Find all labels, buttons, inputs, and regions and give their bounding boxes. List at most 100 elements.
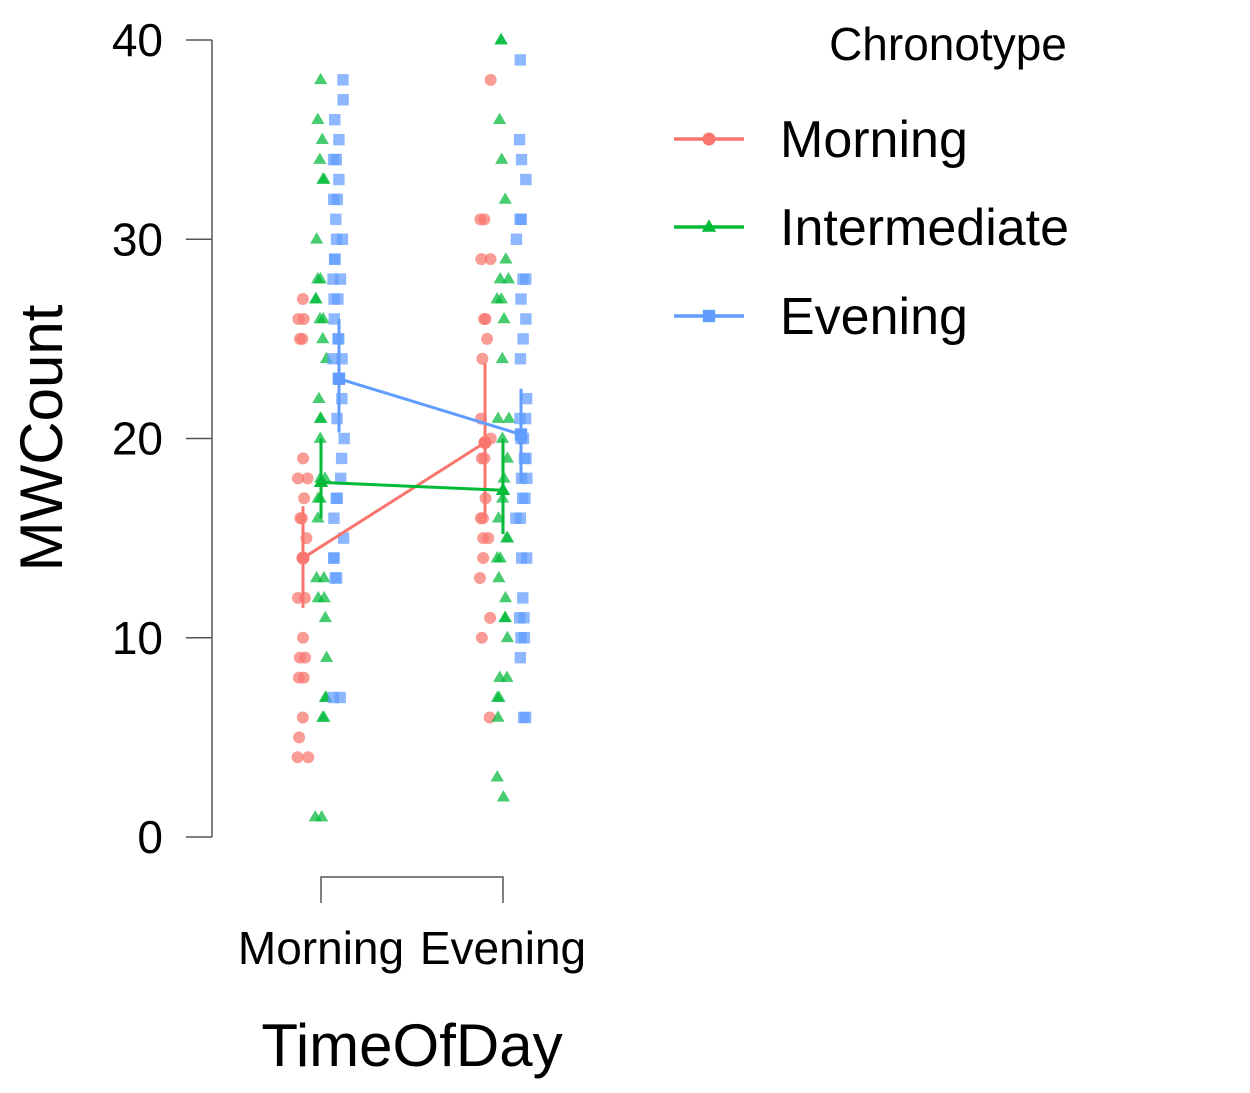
data-point: [332, 293, 344, 305]
data-point: [510, 233, 523, 245]
data-point: [517, 711, 530, 724]
data-point: [517, 273, 529, 285]
data-point: [479, 312, 492, 325]
data-point: [476, 352, 489, 365]
data-point: [328, 512, 340, 524]
legend-marker: [701, 219, 717, 232]
data-point: [292, 312, 305, 325]
data-point: [316, 172, 330, 184]
data-point: [333, 173, 345, 186]
data-point: [492, 112, 507, 125]
data-point: [336, 392, 348, 405]
data-point: [315, 132, 329, 144]
data-point: [314, 411, 328, 423]
data-point: [327, 691, 340, 704]
data-point: [336, 353, 348, 365]
mean-point: [514, 428, 528, 441]
data-point: [338, 432, 350, 445]
data-point: [515, 552, 528, 564]
legend-marker: [702, 132, 716, 146]
data-point: [313, 152, 327, 164]
data-point: [330, 213, 342, 226]
y-tick-label: 40: [112, 14, 163, 66]
data-point: [334, 691, 346, 704]
data-point: [501, 531, 515, 543]
data-point: [477, 532, 490, 545]
data-point: [517, 592, 529, 604]
data-point: [514, 54, 526, 66]
data-point: [510, 512, 522, 524]
data-point: [520, 173, 532, 186]
legend-marker: [702, 309, 716, 323]
data-point: [495, 152, 509, 164]
data-point: [498, 590, 513, 603]
data-point: [513, 133, 526, 146]
legend-label: Evening: [780, 288, 968, 346]
data-point: [514, 213, 526, 226]
data-point: [490, 550, 504, 563]
data-point: [328, 552, 340, 564]
x-axis: Morning Evening: [238, 876, 586, 974]
data-point: [515, 153, 528, 166]
data-point: [291, 591, 304, 604]
data-point: [502, 411, 516, 423]
mean-point: [495, 482, 511, 495]
data-point: [498, 192, 512, 204]
y-axis: 0 10 20 30 40: [112, 14, 213, 863]
data-point: [331, 193, 343, 206]
x-axis-line: [320, 876, 504, 903]
x-axis-title: TimeOfDay: [261, 1012, 562, 1079]
data-point: [302, 751, 315, 764]
legend-label: Intermediate: [780, 199, 1069, 257]
data-point: [313, 272, 328, 284]
data-point: [327, 273, 339, 285]
data-point: [314, 72, 328, 85]
data-point: [500, 670, 514, 682]
y-tick-label: 30: [112, 213, 163, 265]
data-point: [490, 770, 504, 782]
data-point: [294, 512, 307, 525]
data-point: [312, 391, 326, 403]
data-point: [514, 651, 527, 664]
data-point: [299, 651, 312, 664]
data-point: [475, 253, 488, 266]
data-point: [494, 291, 508, 304]
y-tick-label: 0: [137, 811, 163, 863]
data-point: [484, 611, 497, 624]
data-point: [491, 411, 505, 423]
data-point: [301, 472, 314, 485]
data-point: [484, 73, 497, 86]
data-point: [520, 452, 532, 465]
mean-line: [320, 480, 504, 492]
mean-line: [302, 441, 486, 560]
data-point: [491, 710, 505, 722]
data-point: [518, 612, 530, 624]
data-point: [320, 650, 334, 663]
data-point: [495, 351, 509, 364]
data-point: [497, 311, 511, 324]
data-point: [329, 253, 341, 265]
data-point: [484, 253, 497, 266]
data-point: [311, 112, 325, 125]
group-means: [296, 318, 528, 608]
mean-point: [332, 372, 346, 385]
data-point: [330, 153, 343, 166]
data-point: [337, 94, 349, 106]
data-point: [334, 472, 347, 485]
data-point: [490, 690, 505, 702]
data-point: [308, 291, 323, 304]
data-point: [333, 133, 345, 146]
data-point: [328, 313, 341, 325]
y-tick-label: 20: [112, 413, 163, 465]
data-point: [296, 631, 309, 644]
data-point: [297, 452, 310, 465]
data-point: [477, 552, 490, 565]
data-point: [478, 213, 491, 226]
data-point: [331, 492, 344, 504]
data-point: [316, 311, 330, 324]
data-point: [495, 431, 510, 443]
data-point: [496, 790, 511, 802]
x-tick-label: Evening: [420, 922, 586, 974]
data-point: [520, 392, 533, 405]
